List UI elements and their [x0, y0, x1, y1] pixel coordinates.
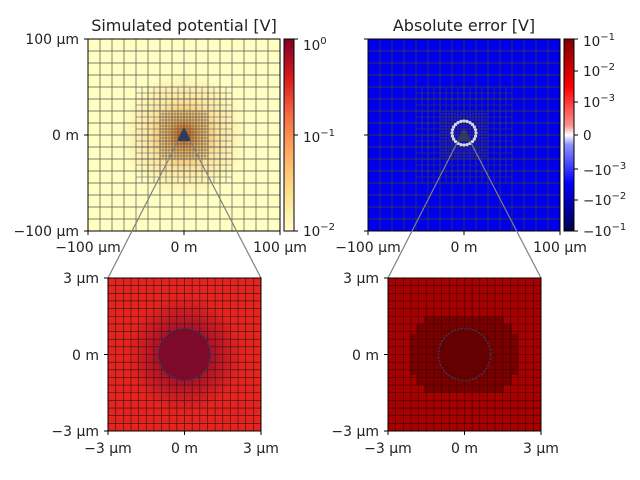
- zoom-connector-left-2: [189, 140, 262, 279]
- error-title: Absolute error [V]: [393, 16, 535, 35]
- error-node-dot: [470, 122, 475, 127]
- potential-zoom-electrode: [157, 327, 212, 382]
- error-zoom-mesh: [388, 278, 541, 431]
- potential-zoom-ytick-bottom: −3 µm: [51, 424, 99, 440]
- potential-xtick-left: −100 µm: [55, 240, 120, 256]
- error-ticks: [364, 38, 561, 235]
- error-zoom-ticks: [384, 277, 542, 435]
- potential-zoom-xtick-left: −3 µm: [84, 441, 132, 457]
- error-node-dot: [450, 134, 455, 138]
- error-node-dot: [473, 134, 478, 138]
- error-zoom-electrode: [437, 327, 492, 382]
- error-node-dot: [472, 125, 476, 129]
- error-node-dot: [459, 142, 463, 147]
- error-node-dot: [456, 121, 460, 125]
- error-zoom-xtick-mid: 0 m: [451, 441, 478, 457]
- potential-cb-label-bottom: 10−2: [303, 222, 335, 240]
- potential-colorbar-fill: [283, 38, 295, 232]
- error-cb-label-1: 10−1: [583, 32, 615, 50]
- potential-zoom-panel: 3 µm 0 m −3 µm −3 µm 0 m 3 µm: [51, 271, 279, 457]
- potential-colorbar: 100 10−1 10−2: [283, 36, 335, 240]
- error-zoom-ytick-bottom: −3 µm: [331, 424, 379, 440]
- error-node-dot: [459, 119, 463, 124]
- error-node-dot: [462, 143, 466, 147]
- potential-cb-label-top: 100: [303, 36, 327, 54]
- potential-mesh: [88, 39, 280, 231]
- error-node-dot: [450, 131, 454, 135]
- error-cb-label-4: 0: [583, 128, 592, 144]
- potential-ytick-top: 100 µm: [25, 32, 79, 48]
- error-colorbar: 10−1 10−2 10−3 0 −10−3 −10−2 −10−1: [563, 32, 626, 240]
- error-zoom-xtick-right: 3 µm: [523, 441, 559, 457]
- potential-xtick-mid: 0 m: [171, 240, 198, 256]
- potential-ytick-mid: 0 m: [52, 128, 79, 144]
- error-cb-label-5: −10−3: [583, 161, 626, 179]
- potential-panel: Simulated potential [V] 100 µm 0 m −100 …: [14, 16, 307, 256]
- error-colorbar-ticks: [574, 38, 578, 232]
- error-node-dot: [465, 142, 469, 147]
- potential-zoom-mesh: [108, 278, 261, 431]
- error-zoom-panel: 3 µm 0 m −3 µm −3 µm 0 m 3 µm: [331, 271, 559, 457]
- potential-zoom-ytick-top: 3 µm: [63, 271, 99, 287]
- error-node-dot: [470, 139, 475, 144]
- error-xtick-mid: 0 m: [451, 240, 478, 256]
- error-node-dot: [452, 137, 456, 141]
- error-node-dot: [473, 128, 478, 132]
- error-cb-label-7: −10−1: [583, 222, 626, 240]
- potential-colorbar-ticks: [294, 38, 298, 232]
- error-node-dot: [465, 119, 469, 124]
- error-node-dot: [453, 139, 458, 144]
- error-zoom-ytick-top: 3 µm: [343, 271, 379, 287]
- error-zoom-ytick-mid: 0 m: [352, 348, 379, 364]
- potential-source-marker: [177, 127, 191, 141]
- error-panel: Absolute error [V] −100 µm 0 m 100 µm: [335, 16, 587, 256]
- zoom-connector-right-2: [469, 140, 542, 279]
- error-source-marker: [457, 127, 471, 141]
- error-node-dot: [474, 131, 478, 135]
- error-node-dot: [452, 125, 456, 129]
- error-cb-label-6: −10−2: [583, 191, 626, 209]
- potential-zoom-ticks: [104, 277, 262, 435]
- potential-zoom-xtick-mid: 0 m: [171, 441, 198, 457]
- potential-ytick-bottom: −100 µm: [14, 224, 79, 240]
- zoom-connector-right-1: [387, 140, 459, 279]
- potential-zoom-ytick-mid: 0 m: [72, 348, 99, 364]
- error-node-dot: [468, 121, 472, 125]
- error-zoom-xtick-left: −3 µm: [364, 441, 412, 457]
- potential-cb-label-mid: 10−1: [303, 128, 335, 146]
- error-cb-label-3: 10−3: [583, 93, 615, 111]
- potential-zoom-xtick-right: 3 µm: [243, 441, 279, 457]
- error-xtick-right: 100 µm: [533, 240, 587, 256]
- error-node-dot: [453, 122, 458, 127]
- error-node-dot: [462, 119, 466, 123]
- potential-title: Simulated potential [V]: [91, 16, 277, 35]
- zoom-connector-left-1: [107, 140, 179, 279]
- potential-xtick-right: 100 µm: [253, 240, 307, 256]
- error-node-dot: [472, 137, 476, 141]
- potential-ticks: [84, 38, 281, 235]
- error-node-dot: [450, 128, 455, 132]
- error-cb-label-2: 10−2: [583, 62, 615, 80]
- error-colorbar-fill: [563, 38, 575, 232]
- error-xtick-left: −100 µm: [335, 240, 400, 256]
